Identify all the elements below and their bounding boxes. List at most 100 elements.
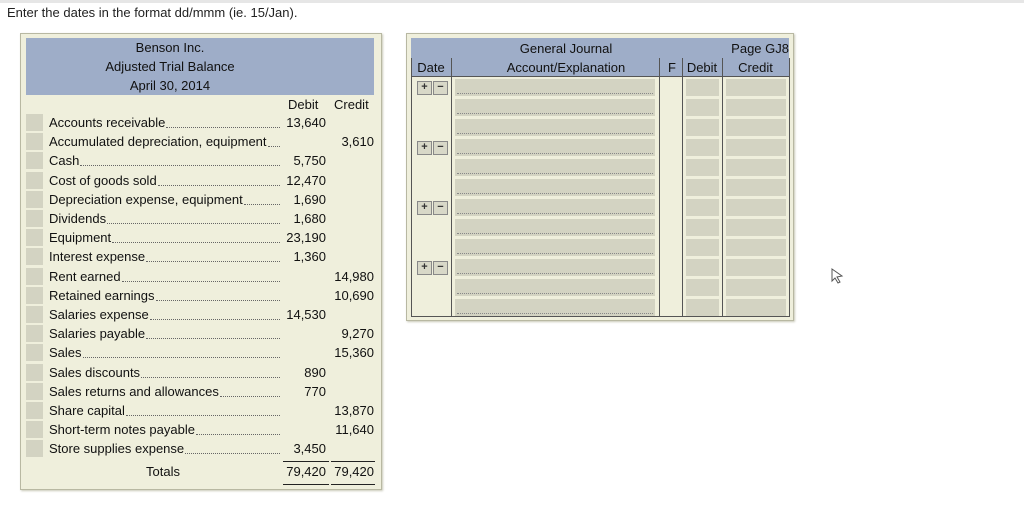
row-checkbox[interactable] (26, 421, 43, 439)
debit-amount: 1,680 (293, 211, 326, 226)
account-label: Salaries expense (49, 307, 149, 322)
row-checkbox[interactable] (26, 325, 43, 343)
account-input[interactable] (455, 99, 655, 116)
row-checkbox[interactable] (26, 344, 43, 362)
debit-input[interactable] (686, 299, 719, 316)
credit-input[interactable] (726, 299, 786, 316)
remove-row-button[interactable]: − (433, 261, 448, 275)
debit-input[interactable] (686, 219, 719, 236)
credit-input[interactable] (726, 179, 786, 196)
account-input[interactable] (455, 159, 655, 176)
input-underline (457, 293, 653, 294)
account-column-header: Account/Explanation (506, 60, 626, 75)
trial-balance-row: Short-term notes payable 11,640 (26, 420, 376, 439)
credit-input[interactable] (726, 239, 786, 256)
row-checkbox[interactable] (26, 382, 43, 400)
account-input[interactable] (455, 279, 655, 296)
account-input[interactable] (455, 299, 655, 316)
debit-input[interactable] (686, 179, 719, 196)
credit-column-header: Credit (334, 97, 369, 112)
journal-header (411, 38, 789, 76)
debit-total-rule (283, 461, 329, 462)
row-checkbox[interactable] (26, 267, 43, 285)
account-label: Short-term notes payable (49, 422, 195, 438)
column-divider (659, 58, 660, 316)
debit-input[interactable] (686, 239, 719, 256)
account-label: Salaries payable (49, 326, 146, 342)
debit-input[interactable] (686, 79, 719, 96)
debit-amount: 23,190 (286, 230, 326, 246)
add-row-button[interactable]: + (417, 201, 432, 215)
add-row-button[interactable]: + (417, 141, 432, 155)
journal-title: General Journal (519, 41, 613, 56)
credit-amount: 9,270 (341, 326, 374, 342)
credit-double-rule (331, 484, 375, 485)
credit-input[interactable] (726, 139, 786, 156)
credit-input[interactable] (726, 219, 786, 236)
row-checkbox[interactable] (26, 133, 43, 151)
dotted-leader (150, 319, 280, 320)
credit-amount: 14,980 (334, 268, 374, 284)
account-input[interactable] (455, 179, 655, 196)
debit-input[interactable] (686, 199, 719, 216)
row-checkbox[interactable] (26, 190, 43, 208)
row-checkbox[interactable] (26, 306, 43, 323)
row-checkbox[interactable] (26, 402, 43, 419)
account-input[interactable] (455, 239, 655, 256)
debit-input[interactable] (686, 259, 719, 276)
credit-input[interactable] (726, 259, 786, 276)
totals-label: Totals (146, 464, 180, 479)
account-label: Rent earned (49, 268, 121, 284)
debit-double-rule (283, 484, 329, 485)
credit-input[interactable] (726, 99, 786, 116)
credit-input[interactable] (726, 159, 786, 176)
row-checkbox[interactable] (26, 171, 43, 189)
account-input[interactable] (455, 79, 655, 96)
input-underline (457, 93, 653, 94)
account-input[interactable] (455, 119, 655, 136)
row-checkbox[interactable] (26, 152, 43, 170)
debit-input[interactable] (686, 159, 719, 176)
row-checkbox[interactable] (26, 229, 43, 247)
trial-balance-row: Interest expense 1,360 (26, 247, 376, 266)
remove-row-button[interactable]: − (433, 81, 448, 95)
account-input[interactable] (455, 139, 655, 156)
add-row-button[interactable]: + (417, 81, 432, 95)
trial-balance-row: Accounts receivable 13,640 (26, 113, 376, 132)
account-input[interactable] (455, 259, 655, 276)
credit-input[interactable] (726, 79, 786, 96)
general-journal-panel: General Journal Page GJ8 Date Account/Ex… (406, 33, 794, 321)
journal-page: Page GJ8 (731, 41, 789, 56)
input-underline (457, 213, 653, 214)
row-checkbox[interactable] (26, 210, 43, 227)
debit-column-header: Debit (686, 60, 718, 75)
remove-row-button[interactable]: − (433, 201, 448, 215)
input-underline (457, 313, 653, 314)
debit-input[interactable] (686, 279, 719, 296)
debit-input[interactable] (686, 99, 719, 116)
trial-balance-row: Share capital 13,870 (26, 401, 376, 420)
date-column-header: Date (417, 60, 445, 75)
credit-total-rule (331, 461, 375, 462)
dotted-leader (146, 261, 280, 263)
dotted-leader (122, 280, 280, 282)
credit-input[interactable] (726, 119, 786, 136)
debit-input[interactable] (686, 119, 719, 136)
total-debit: 79,420 (286, 464, 326, 479)
credit-input[interactable] (726, 199, 786, 216)
row-checkbox[interactable] (26, 363, 43, 381)
dotted-leader (244, 203, 280, 205)
account-input[interactable] (455, 199, 655, 216)
add-row-button[interactable]: + (417, 261, 432, 275)
row-checkbox[interactable] (26, 248, 43, 266)
row-checkbox[interactable] (26, 440, 43, 458)
credit-input[interactable] (726, 279, 786, 296)
row-checkbox[interactable] (26, 114, 43, 131)
account-input[interactable] (455, 219, 655, 236)
debit-input[interactable] (686, 139, 719, 156)
total-credit: 79,420 (334, 464, 374, 479)
account-label: Accounts receivable (49, 115, 166, 130)
remove-row-button[interactable]: − (433, 141, 448, 155)
row-checkbox[interactable] (26, 286, 43, 304)
debit-amount: 1,360 (293, 249, 326, 265)
